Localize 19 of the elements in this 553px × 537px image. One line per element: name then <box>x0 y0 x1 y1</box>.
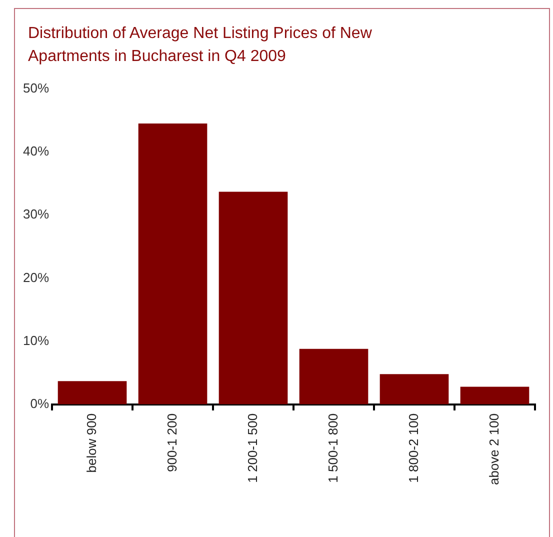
x-tick-label: 1 800-2 100 <box>406 413 421 483</box>
bar <box>299 348 368 404</box>
x-tick-label: above 2 100 <box>486 413 502 486</box>
bar <box>460 386 530 404</box>
x-tick-label: 1 500-1 800 <box>325 413 340 483</box>
y-tick-label: 20% <box>22 270 50 285</box>
y-tick-label: 30% <box>22 206 50 222</box>
bar <box>218 192 288 404</box>
bar <box>58 381 127 404</box>
y-tick-label: 50% <box>22 80 50 96</box>
x-tick-label: 1 200-1 500 <box>244 413 260 483</box>
x-tick-label: below 900 <box>84 413 99 473</box>
bar <box>380 374 449 404</box>
y-tick-label: 0% <box>30 396 50 412</box>
bar <box>138 124 208 404</box>
chart-title: Distribution of Average Net Listing Prices of New Apartments in Bucharest in Q4 2009 <box>28 24 373 67</box>
y-tick-label: 10% <box>22 332 50 348</box>
y-tick-label: 40% <box>22 144 50 159</box>
x-tick-label: 900-1 200 <box>164 413 180 472</box>
